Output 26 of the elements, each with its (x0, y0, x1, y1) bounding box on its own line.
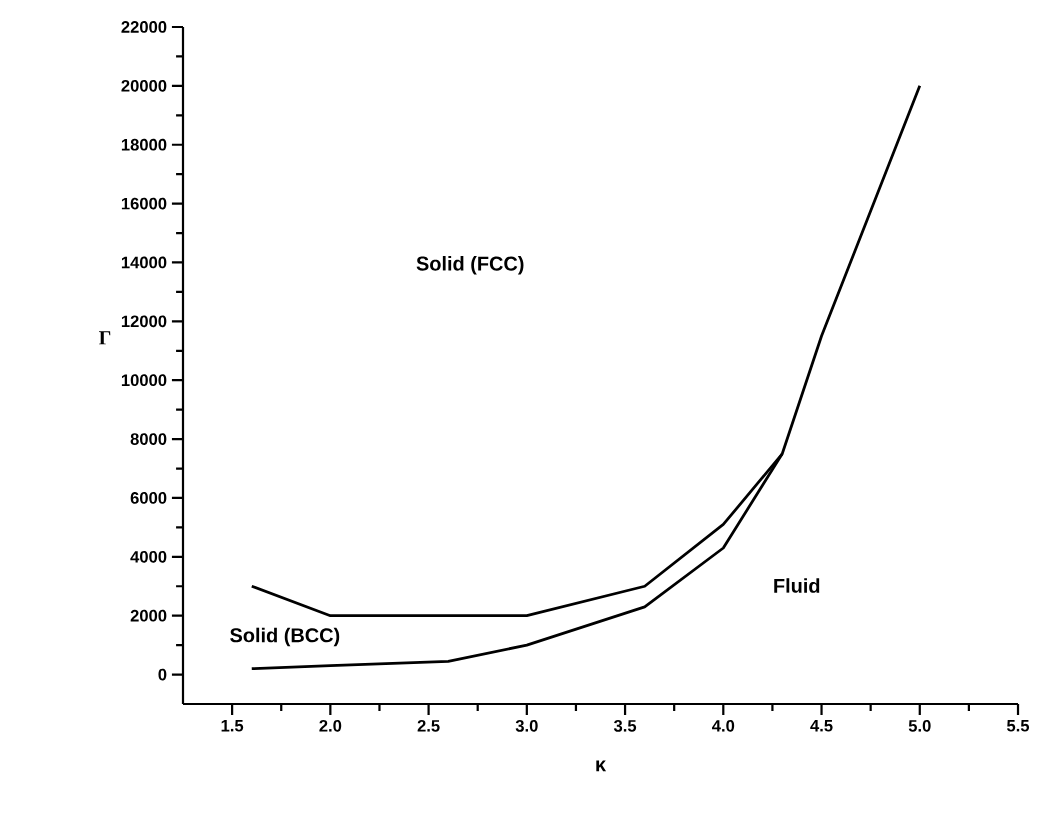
x-tick-label: 4.5 (810, 719, 833, 732)
x-tick-label: 1.5 (221, 719, 244, 732)
y-tick-label: 2000 (130, 609, 167, 622)
y-tick-label: 22000 (121, 21, 167, 33)
x-axis-title: κ (596, 760, 607, 772)
x-tick-label: 5.0 (908, 719, 931, 732)
x-tick-label: 5.5 (1006, 719, 1030, 732)
y-tick-label: 20000 (121, 79, 167, 92)
annotation: Solid (FCC) (416, 256, 524, 275)
y-axis-title: Γ (99, 331, 111, 345)
x-tick-label: 3.5 (613, 719, 637, 732)
y-tick-label: 16000 (121, 197, 167, 210)
annotation: Fluid (774, 578, 820, 593)
y-tick-label: 12000 (121, 315, 167, 328)
y-tick-label: 0 (158, 668, 167, 681)
x-tick-label: 2.5 (417, 719, 440, 732)
y-tick-label: 18000 (121, 138, 167, 151)
x-tick-label: 4.0 (712, 719, 735, 732)
y-tick-label: 14000 (121, 256, 167, 269)
x-tick-label: 2.0 (319, 719, 342, 732)
y-tick-label: 4000 (130, 550, 167, 563)
annotation: Solid (BCC) (230, 627, 340, 647)
x-tick-label: 3.0 (515, 719, 538, 732)
y-tick-label: 6000 (130, 492, 167, 504)
y-tick-label: 8000 (130, 433, 167, 445)
y-tick-label: 10000 (121, 374, 167, 387)
